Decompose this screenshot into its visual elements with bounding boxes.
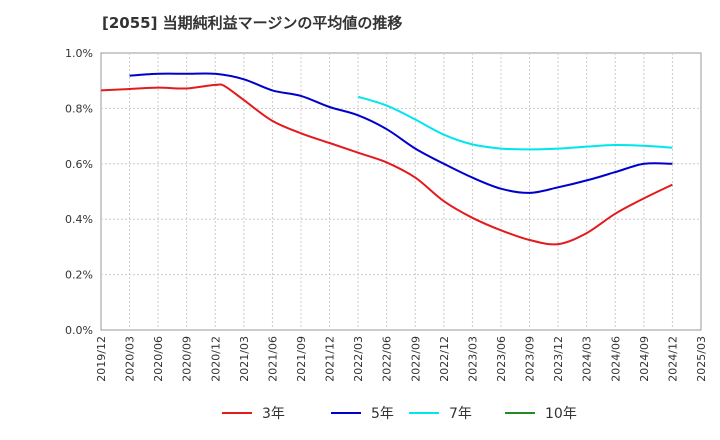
series-line-0 <box>100 83 673 246</box>
y-tick-label: 0.8% <box>65 102 93 115</box>
x-tick-label: 2022/09 <box>409 336 422 382</box>
x-tick-label: 2023/09 <box>524 336 537 382</box>
plot-area <box>100 52 702 331</box>
x-tick-label: 2021/03 <box>238 336 251 382</box>
y-tick-label: 1.0% <box>65 47 93 60</box>
x-tick-label: 2022/03 <box>352 336 365 382</box>
x-tick-label: 2021/12 <box>324 336 337 382</box>
legend-label-0: 3年 <box>262 406 285 422</box>
x-tick-label: 2025/03 <box>695 336 708 382</box>
y-tick-label: 0.2% <box>65 269 93 282</box>
x-tick-label: 2019/12 <box>95 336 108 382</box>
x-tick-label: 2020/12 <box>209 336 222 382</box>
y-tick-label: 0.6% <box>65 158 93 171</box>
series-line-2 <box>357 95 673 151</box>
x-tick-label: 2021/09 <box>295 336 308 382</box>
x-tick-label: 2022/06 <box>381 336 394 382</box>
x-tick-label: 2020/03 <box>124 336 137 382</box>
y-tick-label: 0.0% <box>65 324 93 337</box>
x-tick-label: 2022/12 <box>438 336 451 382</box>
legend-label-2: 7年 <box>449 406 472 422</box>
x-tick-label: 2020/09 <box>181 336 194 382</box>
x-tick-label: 2024/06 <box>609 336 622 382</box>
x-tick-label: 2024/03 <box>581 336 594 382</box>
x-tick-label: 2024/12 <box>666 336 679 382</box>
legend-label-1: 5年 <box>371 406 394 422</box>
x-tick-label: 2024/09 <box>638 336 651 382</box>
x-tick-label: 2023/06 <box>495 336 508 382</box>
x-tick-label: 2021/06 <box>266 336 279 382</box>
series-line-1 <box>129 72 673 194</box>
chart-title: [2055] 当期純利益マージンの平均値の推移 <box>102 14 403 32</box>
y-tick-label: 0.4% <box>65 213 93 226</box>
x-tick-label: 2023/03 <box>466 336 479 382</box>
legend-label-3: 10年 <box>545 406 577 422</box>
x-tick-label: 2023/12 <box>552 336 565 382</box>
x-tick-label: 2020/06 <box>152 336 165 382</box>
